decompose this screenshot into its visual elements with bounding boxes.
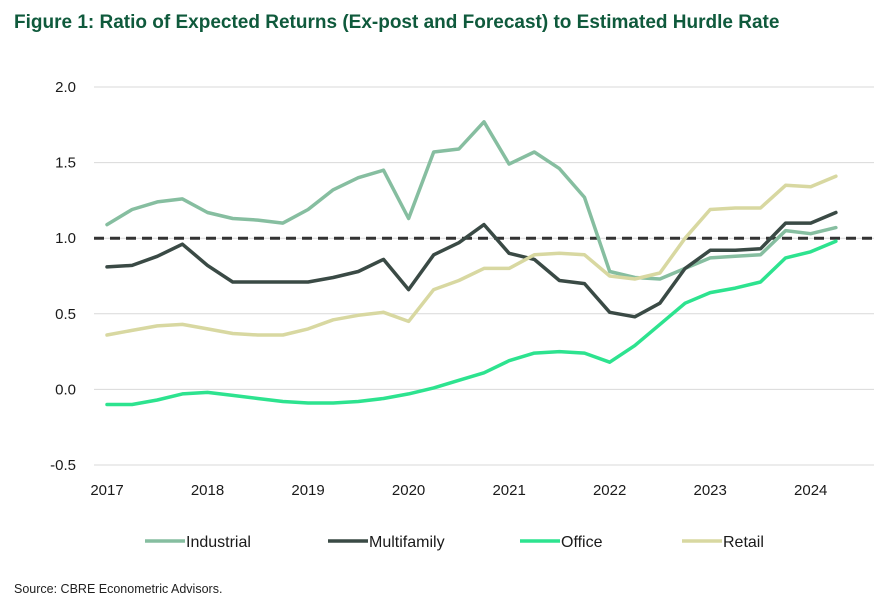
y-tick-label: 0.5 (55, 306, 76, 323)
series-line-retail (105, 174, 838, 337)
x-tick-label: 2023 (694, 482, 727, 499)
y-tick-label: 0.0 (55, 381, 76, 398)
x-tick-label: 2019 (291, 482, 324, 499)
y-tick-label: 2.0 (55, 79, 76, 96)
x-tick-label: 2024 (794, 482, 827, 499)
legend-label-multifamily: Multifamily (369, 534, 445, 551)
series-line-industrial (105, 120, 838, 281)
x-tick-label: 2022 (593, 482, 626, 499)
y-tick-label: 1.0 (55, 230, 76, 247)
series-line-multifamily (105, 210, 838, 319)
source-note: Source: CBRE Econometric Advisors. (14, 582, 223, 596)
axes: -0.5 0.0 0.5 1.0 1.5 2.0 2017 2018 2019 2020 2021 2… (50, 79, 827, 499)
legend-label-office: Office (561, 534, 603, 551)
legend-label-industrial: Industrial (186, 534, 251, 551)
legend: Industrial Multifamily Office Retail (145, 534, 764, 551)
x-tick-label: 2020 (392, 482, 425, 499)
y-tick-label: -0.5 (50, 457, 76, 474)
series-line-office (105, 239, 838, 407)
series-lines (105, 120, 838, 407)
x-tick-label: 2021 (492, 482, 525, 499)
y-tick-label: 1.5 (55, 155, 76, 172)
legend-label-retail: Retail (723, 534, 764, 551)
x-tick-label: 2018 (191, 482, 224, 499)
gridlines (94, 86, 874, 466)
x-tick-label: 2017 (90, 482, 123, 499)
chart-title: Figure 1: Ratio of Expected Returns (Ex-… (14, 12, 780, 33)
